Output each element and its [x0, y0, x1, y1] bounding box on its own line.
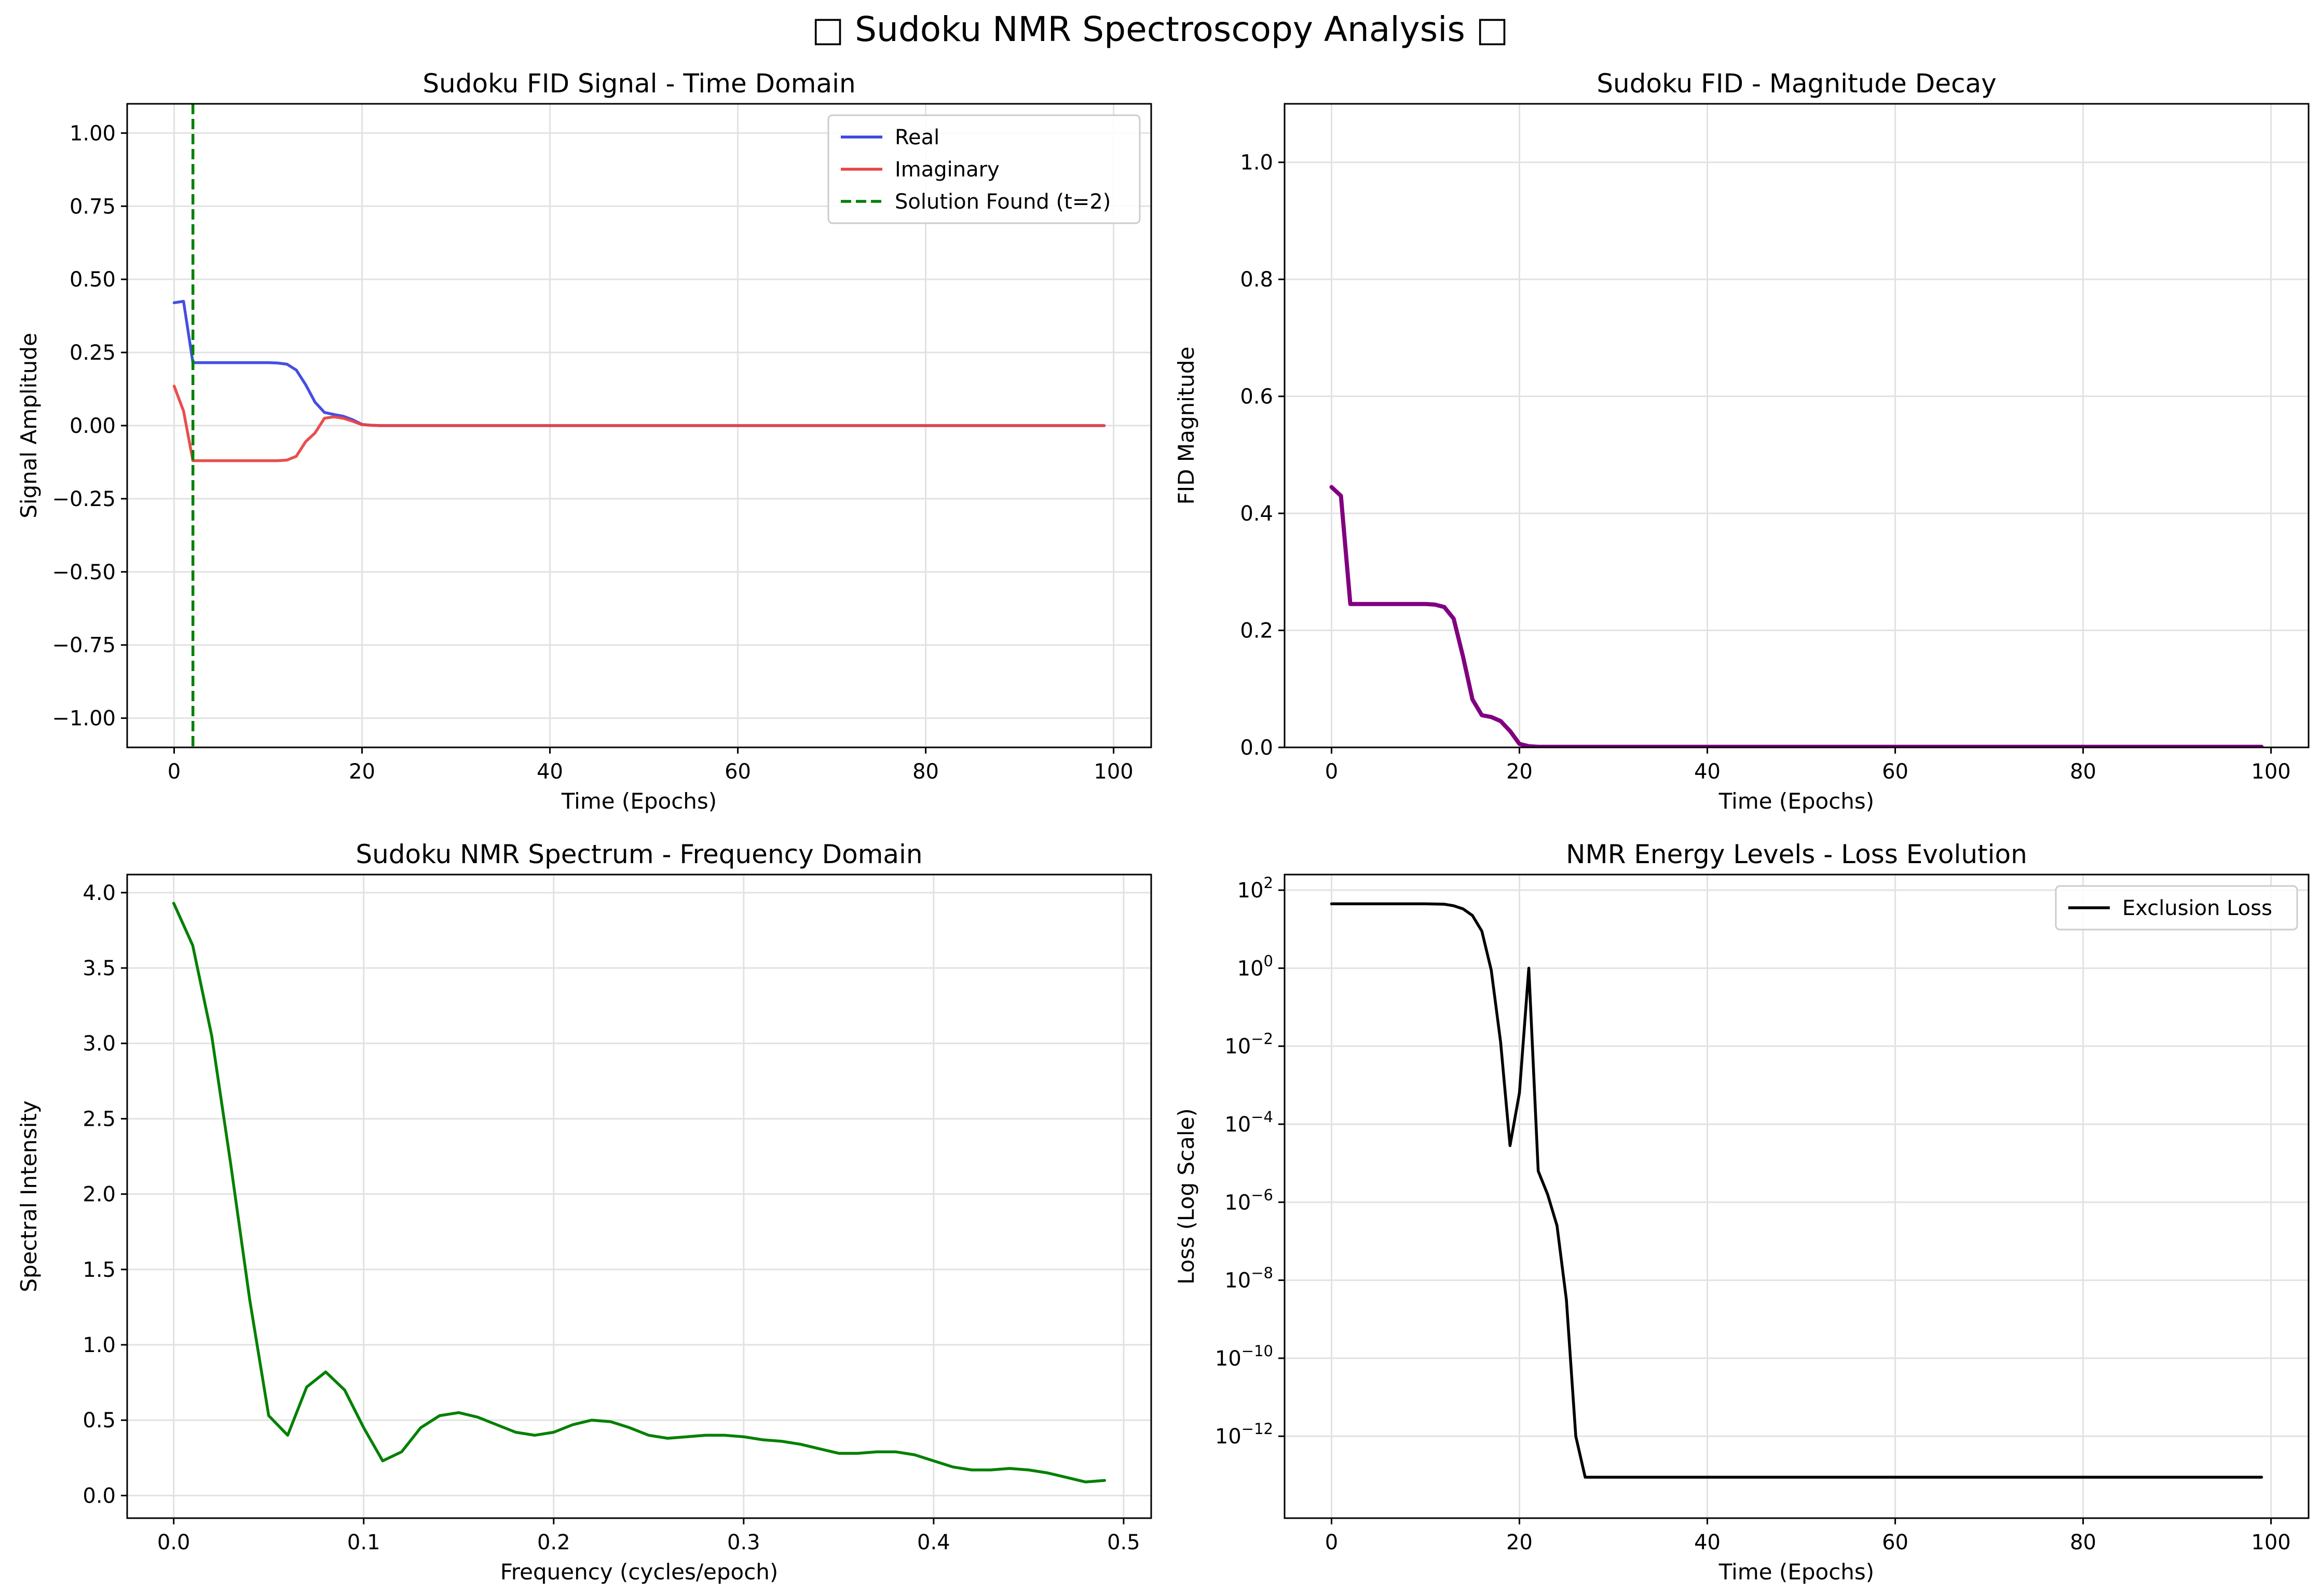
x-axis-label: Frequency (cycles/epoch)	[500, 1559, 779, 1585]
y-tick-label: −1.00	[52, 707, 116, 731]
axes-frame	[1284, 874, 2310, 1519]
y-tick-label: 3.5	[83, 957, 116, 980]
x-tick-label: 20	[1506, 760, 1533, 784]
x-tick-label: 20	[349, 760, 375, 784]
x-tick-label: 60	[1882, 1531, 1908, 1554]
plot-area	[1330, 902, 2263, 1479]
y-axis-label: Signal Amplitude	[16, 333, 42, 519]
chart-title: Sudoku FID Signal - Time Domain	[422, 69, 855, 99]
plot-area	[1329, 485, 2264, 747]
y-tick-label: 10−10	[1215, 1342, 1273, 1371]
legend: Real Imaginary Solution Found (t=2)	[827, 114, 1141, 224]
x-tick-label: 0	[1325, 760, 1338, 784]
series-line-exclusion-loss	[1330, 902, 2263, 1479]
y-tick-label: 1.5	[83, 1258, 116, 1282]
axes-frame	[126, 874, 1152, 1519]
y-tick-label: 102	[1237, 874, 1273, 903]
figure-title: □ Sudoku NMR Spectroscopy Analysis □	[811, 9, 1509, 49]
series-line-imaginary	[172, 385, 1106, 462]
chart-energy-levels: 0 20 40 60 80 100 102 100 10−2 10−4 10−6 10−8 10−10 1…	[1173, 839, 2310, 1585]
chart-fid-time: 0 20 40 60 80 100 −1.00 −0.75 −0.50 −0.25 0.00 0.25…	[16, 69, 1152, 814]
chart-title: Sudoku NMR Spectrum - Frequency Domain	[356, 839, 922, 869]
legend-label: Imaginary	[895, 158, 1000, 182]
y-tick-label: −0.75	[52, 634, 116, 658]
x-tick-label: 80	[912, 760, 939, 784]
y-axis-label: Spectral Intensity	[16, 1100, 42, 1292]
x-tick-label: 60	[1882, 760, 1908, 784]
x-tick-label: 0	[1325, 1531, 1338, 1554]
y-tick-label: −0.25	[52, 487, 116, 511]
x-axis-label: Time (Epochs)	[561, 788, 717, 814]
x-tick-label: 100	[2251, 1531, 2290, 1554]
legend-label: Real	[895, 126, 939, 149]
y-tick-label: 10−6	[1224, 1186, 1273, 1215]
legend-box	[2055, 885, 2298, 931]
x-tick-label: 80	[2070, 760, 2096, 784]
chart-nmr-spectrum: 0.0 0.1 0.2 0.3 0.4 0.5 0.0 0.5 1.0 1.5 2.0 2.5 3.0 3…	[16, 839, 1152, 1585]
y-tick-label: 0.00	[70, 414, 116, 438]
chart-title: Sudoku FID - Magnitude Decay	[1596, 69, 1996, 99]
legend-box	[827, 114, 1141, 224]
series-line-real	[172, 299, 1106, 427]
y-tick-label: 0.8	[1240, 268, 1273, 292]
plot-area	[172, 104, 1106, 747]
y-tick-label: 10−12	[1215, 1420, 1273, 1449]
chart-title: NMR Energy Levels - Loss Evolution	[1566, 839, 2027, 869]
x-tick-label: 0.5	[1107, 1531, 1140, 1554]
y-tick-label: 1.0	[83, 1333, 116, 1357]
y-tick-label: 2.5	[83, 1107, 116, 1131]
x-tick-label: 40	[1694, 1531, 1721, 1554]
y-tick-label: 10−8	[1224, 1264, 1273, 1293]
y-tick-label: 10−4	[1224, 1108, 1273, 1137]
chart-fid-magnitude: 0 20 40 60 80 100 0.0 0.2 0.4 0.6 0.8 1.0 Sudoku FID…	[1173, 69, 2310, 814]
y-tick-label: 0.4	[1240, 502, 1273, 526]
y-tick-label: 1.00	[70, 121, 116, 145]
x-tick-label: 0.3	[727, 1531, 760, 1554]
series-line-0	[1329, 485, 2264, 747]
y-tick-label: 3.0	[83, 1032, 116, 1056]
y-tick-label: 10−2	[1224, 1030, 1273, 1059]
y-tick-label: 1.0	[1240, 151, 1273, 175]
x-tick-label: 40	[537, 760, 563, 784]
x-tick-label: 100	[2251, 760, 2290, 784]
y-tick-label: 0.25	[70, 341, 116, 365]
legend: Exclusion Loss	[2055, 885, 2298, 931]
x-axis-label: Time (Epochs)	[1718, 788, 1874, 814]
x-tick-label: 0.2	[537, 1531, 570, 1554]
x-axis-label: Time (Epochs)	[1718, 1559, 1874, 1585]
x-tick-label: 0.1	[347, 1531, 380, 1554]
y-tick-label: 0.0	[83, 1484, 116, 1508]
y-tick-label: 0.0	[1240, 736, 1273, 760]
x-tick-label: 40	[1694, 760, 1721, 784]
y-tick-label: 0.2	[1240, 619, 1273, 643]
x-tick-label: 0.0	[157, 1531, 190, 1554]
legend-label: Exclusion Loss	[2122, 896, 2272, 920]
axes-frame	[1284, 103, 2310, 748]
x-tick-label: 100	[1094, 760, 1133, 784]
plot-area	[172, 902, 1107, 1484]
y-tick-label: 0.50	[70, 268, 116, 292]
series-line-0	[172, 902, 1107, 1484]
x-tick-label: 0.4	[917, 1531, 950, 1554]
y-tick-label: 0.5	[83, 1409, 116, 1433]
y-tick-label: −0.50	[52, 561, 116, 584]
x-tick-label: 0	[168, 760, 181, 784]
x-tick-label: 20	[1506, 1531, 1533, 1554]
x-tick-label: 60	[725, 760, 751, 784]
y-tick-label: 0.6	[1240, 385, 1273, 409]
y-tick-label: 100	[1237, 952, 1273, 980]
y-tick-label: 0.75	[70, 195, 116, 219]
x-tick-label: 80	[2070, 1531, 2096, 1554]
y-tick-label: 4.0	[83, 881, 116, 905]
y-tick-label: 2.0	[83, 1183, 116, 1207]
legend-label: Solution Found (t=2)	[895, 190, 1111, 214]
y-axis-label: FID Magnitude	[1173, 347, 1199, 505]
y-axis-label: Loss (Log Scale)	[1173, 1108, 1199, 1285]
